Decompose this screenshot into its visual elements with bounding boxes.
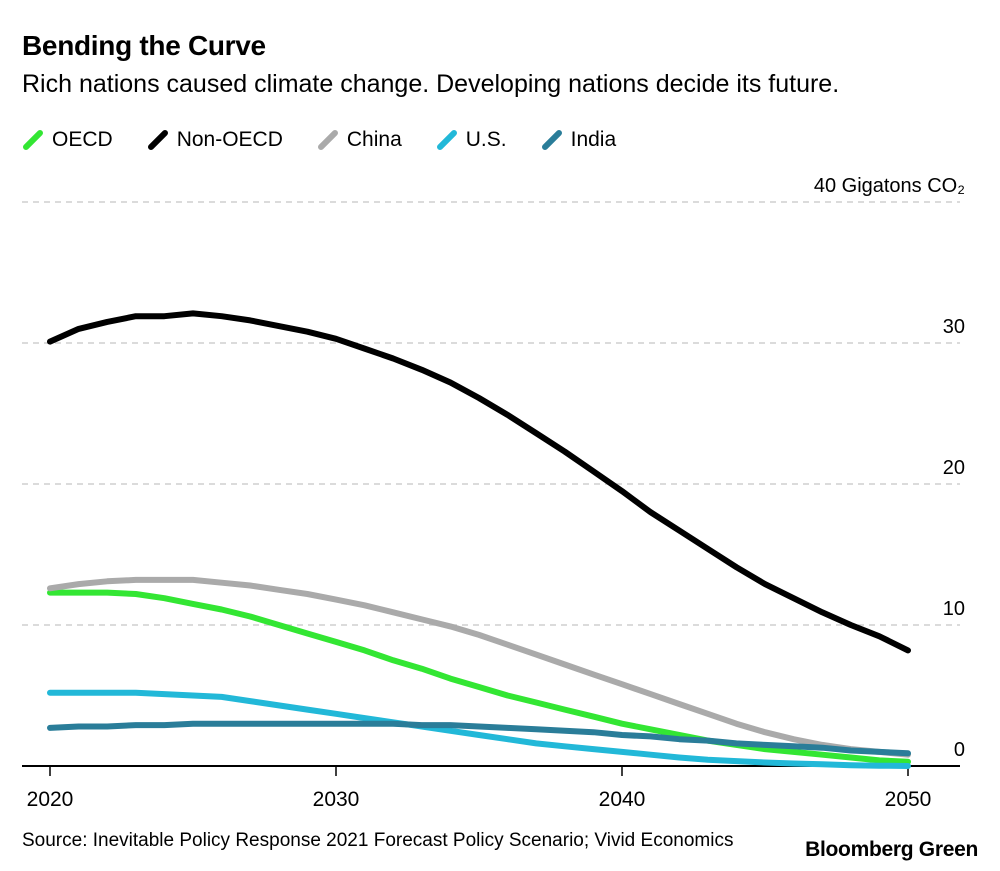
legend-item-oecd: OECD <box>22 128 113 152</box>
x-tick-label-2030: 2030 <box>313 788 360 811</box>
y-tick-label-30: 30 <box>943 316 965 338</box>
legend-swatch-u-s <box>436 130 457 150</box>
series-lines <box>47 310 911 769</box>
series-line-u-s <box>47 689 911 769</box>
legend-label-non-oecd: Non-OECD <box>176 128 283 151</box>
legend-swatch-non-oecd <box>147 130 168 150</box>
legend-item-india: India <box>541 128 617 152</box>
series-line-china <box>47 576 911 758</box>
source-note: Source: Inevitable Policy Response 2021 … <box>22 830 734 851</box>
legend-label-u-s: U.S. <box>465 128 507 151</box>
y-tick-label-20: 20 <box>943 457 965 479</box>
chart-subtitle: Rich nations caused climate change. Deve… <box>22 70 840 98</box>
legend-swatch-india <box>541 130 562 150</box>
series-line-oecd <box>47 589 911 765</box>
legend-swatch-oecd <box>23 130 43 150</box>
chart-title: Bending the Curve <box>22 30 266 61</box>
legend-item-non-oecd: Non-OECD <box>147 128 283 152</box>
gridlines <box>22 201 960 626</box>
x-tick-label-2020: 2020 <box>27 788 74 811</box>
y-tick-label-10: 10 <box>943 598 965 620</box>
legend-item-china: China <box>317 128 402 152</box>
y-axis-labels: 0 10 20 30 40 Gigatons CO₂ <box>814 175 965 761</box>
series-line-india <box>47 720 911 757</box>
legend-label-oecd: OECD <box>52 128 113 151</box>
brand-logo: Bloomberg Green <box>805 838 978 861</box>
x-tick-label-2050: 2050 <box>885 788 932 811</box>
legend: OECD Non-OECD China U.S. India <box>22 128 650 152</box>
legend-label-china: China <box>346 128 402 151</box>
series-line-non-oecd <box>47 310 911 654</box>
legend-swatch-china <box>317 130 338 150</box>
x-tick-label-2040: 2040 <box>599 788 646 811</box>
legend-item-u-s: U.S. <box>436 128 507 152</box>
y-tick-label-0: 0 <box>954 739 965 761</box>
legend-label-india: India <box>570 128 617 151</box>
x-axis: 2020 2030 2040 2050 <box>27 766 932 811</box>
y-tick-label-40: 40 Gigatons CO₂ <box>814 175 965 197</box>
